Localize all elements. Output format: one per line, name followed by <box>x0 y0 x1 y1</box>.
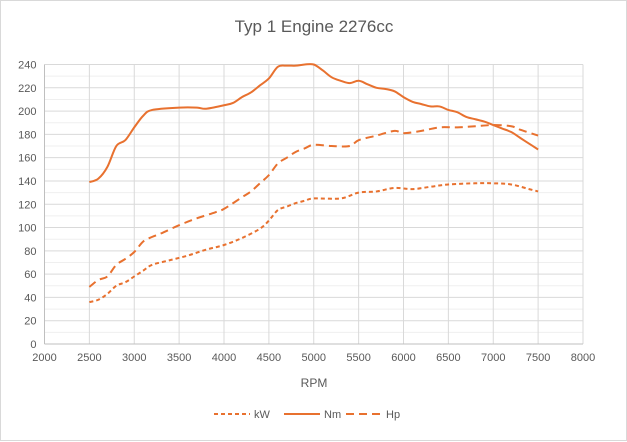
y-tick-label: 120 <box>18 199 36 211</box>
x-axis-label: RPM <box>301 376 328 390</box>
y-tick-label: 160 <box>18 153 36 165</box>
x-tick-label: 5000 <box>302 352 326 364</box>
x-tick-label: 2500 <box>77 352 101 364</box>
legend-item-hp: Hp <box>346 409 400 421</box>
y-tick-label: 80 <box>24 246 36 258</box>
y-tick-label: 180 <box>18 129 36 141</box>
x-tick-label: 6000 <box>391 352 415 364</box>
x-tick-label: 2000 <box>32 352 56 364</box>
legend-label: Hp <box>386 409 400 421</box>
y-tick-label: 240 <box>18 60 36 72</box>
x-tick-label: 5500 <box>346 352 370 364</box>
y-tick-label: 0 <box>30 339 36 351</box>
legend-item-nm: Nm <box>284 409 341 421</box>
x-tick-label: 3000 <box>122 352 146 364</box>
x-tick-label: 7000 <box>481 352 505 364</box>
y-tick-label: 100 <box>18 223 36 235</box>
x-tick-label: 8000 <box>571 352 595 364</box>
x-tick-label: 7500 <box>526 352 550 364</box>
y-tick-label: 60 <box>24 269 36 281</box>
y-tick-label: 40 <box>24 292 36 304</box>
series-line-hp <box>88 124 539 288</box>
y-tick-label: 20 <box>24 316 36 328</box>
x-tick-label: 4000 <box>212 352 236 364</box>
legend: kW Nm Hp <box>214 409 400 421</box>
y-tick-label: 220 <box>18 83 36 95</box>
x-tick-label: 6500 <box>436 352 460 364</box>
axes: 0 20 40 60 80 100 120 140 160 180 200 220 240 2000 250… <box>18 60 595 365</box>
x-tick-label: 4500 <box>257 352 281 364</box>
legend-label: Nm <box>324 409 341 421</box>
chart-title: Typ 1 Engine 2276cc <box>235 17 394 36</box>
series-line-kw <box>89 182 539 304</box>
gridlines <box>44 64 584 344</box>
y-tick-label: 140 <box>18 176 36 188</box>
legend-item-kw: kW <box>214 409 271 421</box>
x-tick-label: 3500 <box>167 352 191 364</box>
series-line-nm <box>89 63 539 184</box>
series-lines <box>88 63 539 304</box>
legend-label: kW <box>254 409 271 421</box>
y-tick-label: 200 <box>18 106 36 118</box>
